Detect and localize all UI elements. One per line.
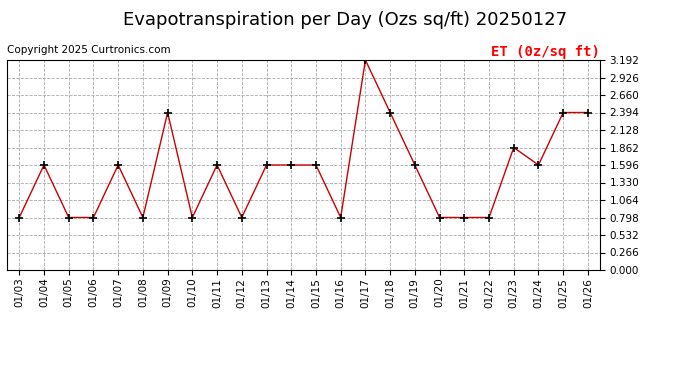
Text: Evapotranspiration per Day (Ozs sq/ft) 20250127: Evapotranspiration per Day (Ozs sq/ft) 2… xyxy=(123,11,567,29)
Text: ET (0z/sq ft): ET (0z/sq ft) xyxy=(491,45,600,59)
Text: Copyright 2025 Curtronics.com: Copyright 2025 Curtronics.com xyxy=(7,45,170,55)
